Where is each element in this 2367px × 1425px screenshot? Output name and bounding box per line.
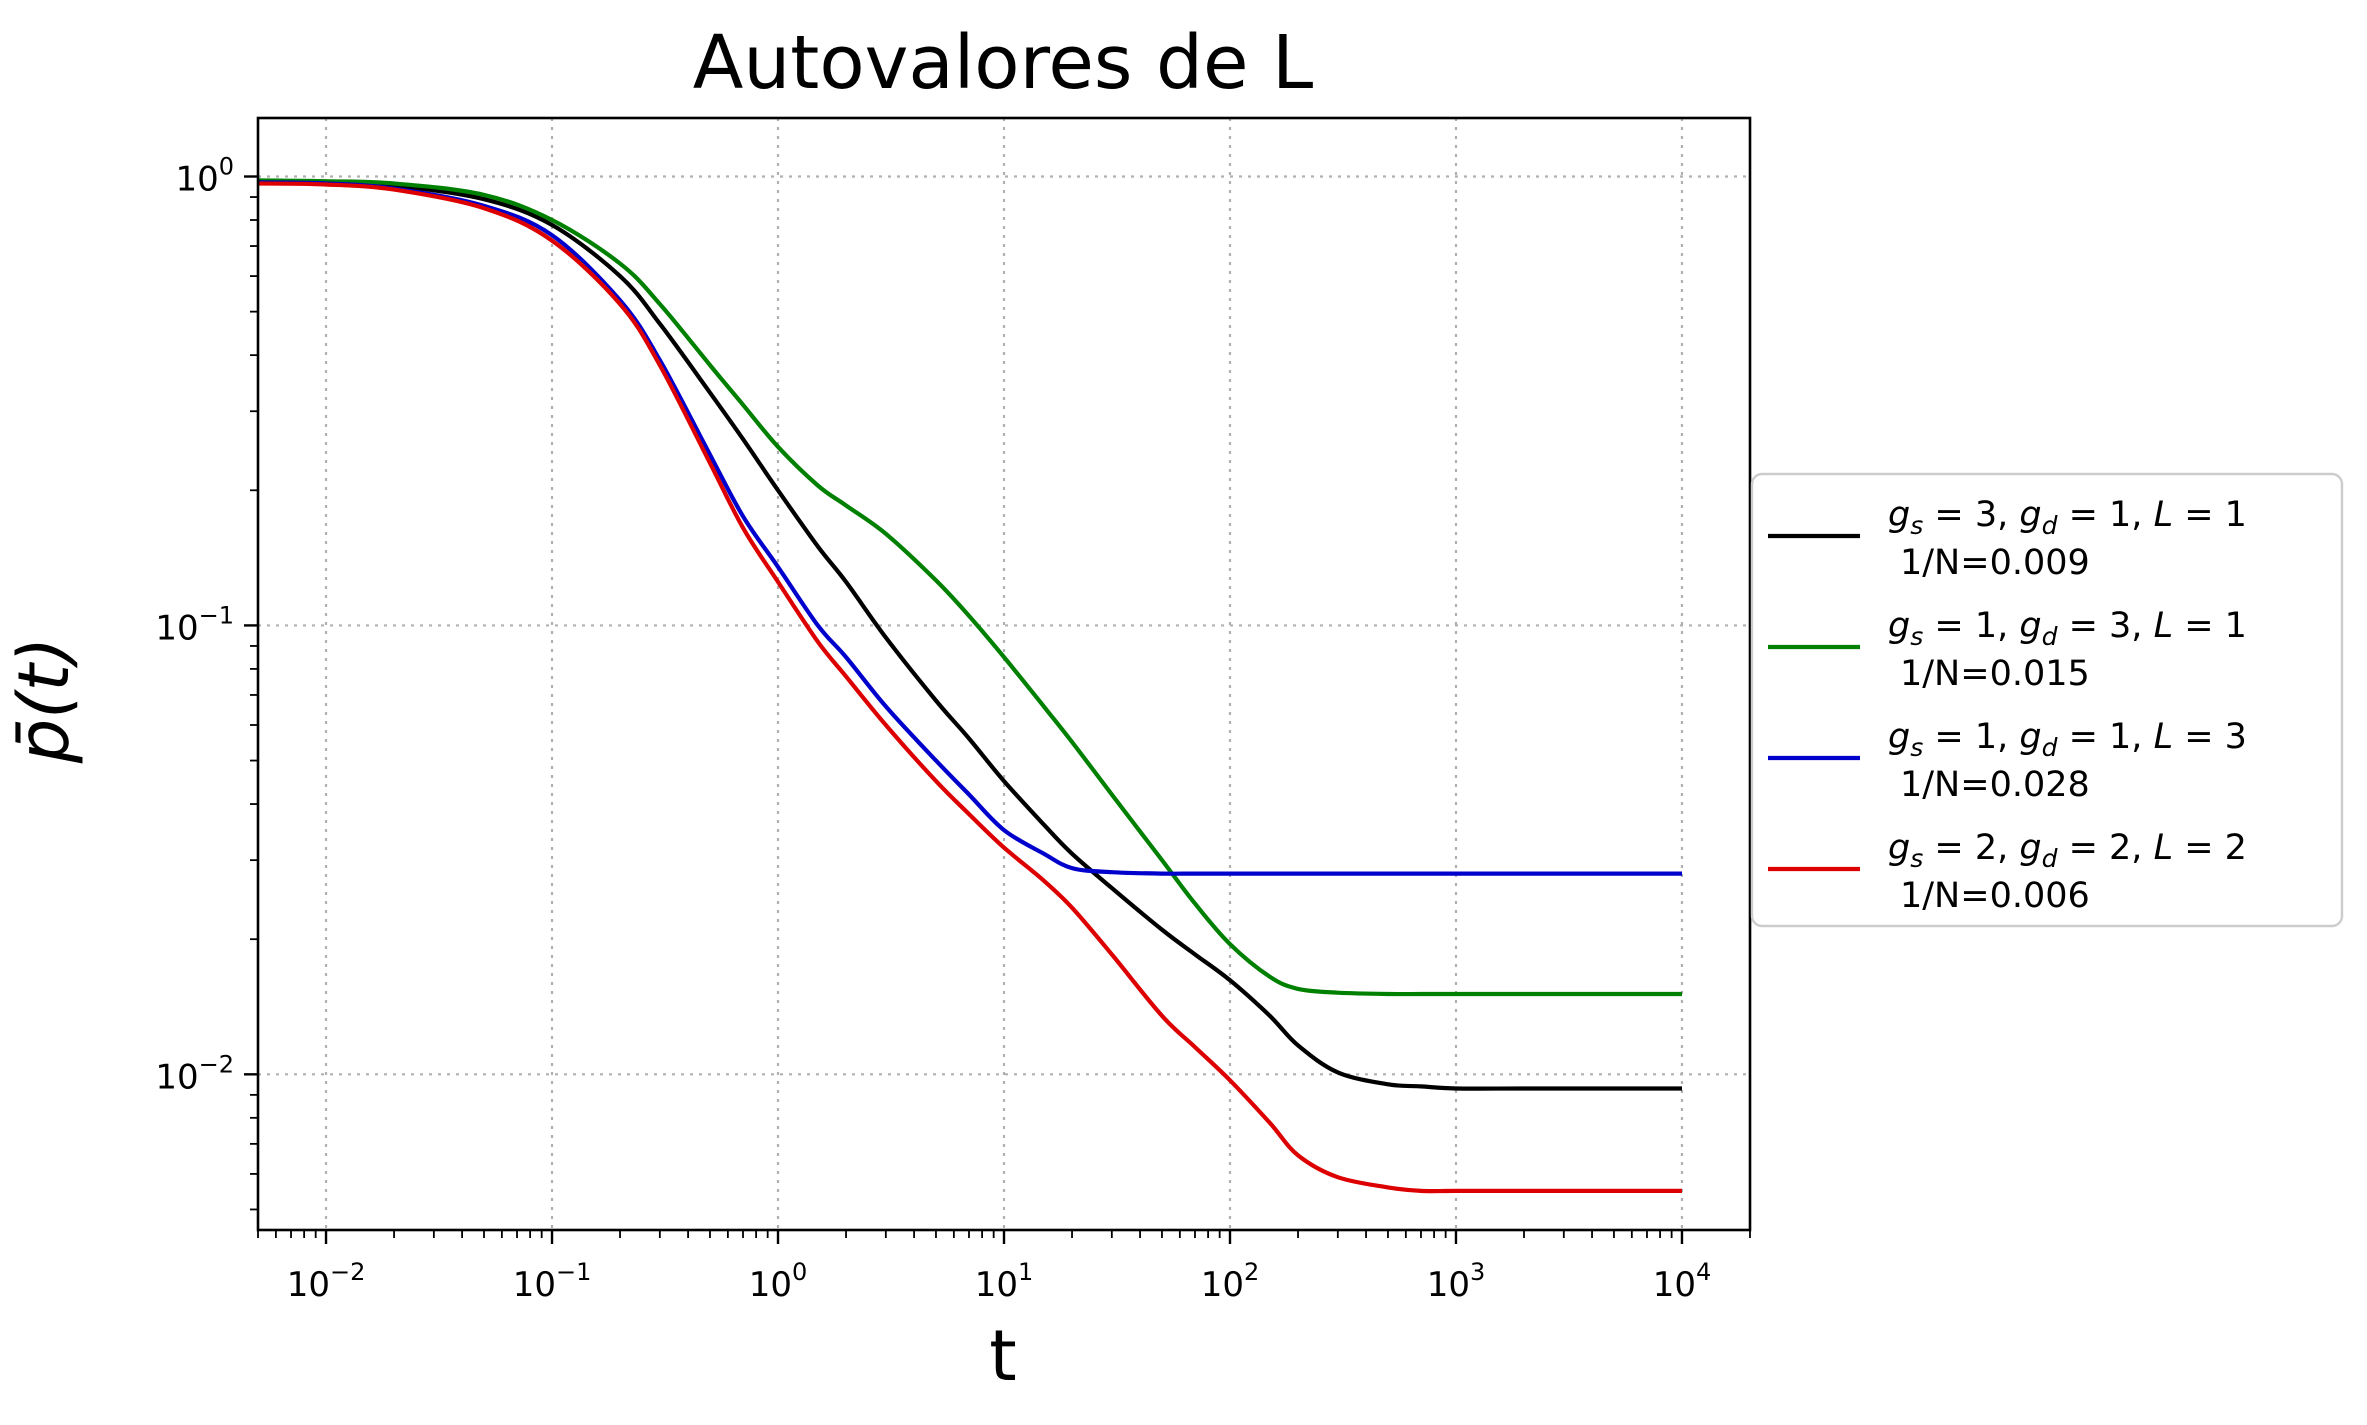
y-tick-label-2: 100 <box>175 153 234 200</box>
series-line-1 <box>257 179 1682 1091</box>
legend-entry-3-n: 1/N=0.028 <box>1900 765 2090 805</box>
series-layer <box>257 178 1683 1194</box>
y-axis: 10−2 10−1 100 <box>155 153 258 1211</box>
y-tick-label-0: 10−2 <box>155 1050 234 1097</box>
chart-title: Autovalores de L <box>693 20 1313 106</box>
y-axis-label: p̄(t) <box>3 637 85 765</box>
x-tick-label-2: 100 <box>749 1258 808 1305</box>
legend-entry-3: gs = 1, gd = 1, L = 3 <box>1888 717 2247 762</box>
x-axis: 10−2 10−1 100 101 102 103 104 <box>257 1230 1751 1305</box>
legend-entry-2: gs = 1, gd = 3, L = 1 <box>1888 606 2247 651</box>
x-tick-label-6: 104 <box>1653 1258 1712 1305</box>
x-tick-label-5: 103 <box>1427 1258 1486 1305</box>
legend-entry-4-n: 1/N=0.006 <box>1900 876 2090 916</box>
series-line-3 <box>257 180 1682 876</box>
legend: gs = 3, gd = 1, L = 11/N=0.009 gs = 1, gd… <box>1750 472 2344 928</box>
series-line-2 <box>257 178 1683 997</box>
x-tick-label-0: 10−2 <box>287 1258 366 1305</box>
x-axis-label: t <box>989 1315 1016 1397</box>
x-tick-label-1: 10−1 <box>513 1258 592 1305</box>
legend-entry-4: gs = 2, gd = 2, L = 2 <box>1888 828 2247 873</box>
y-tick-label-1: 10−1 <box>155 601 234 648</box>
legend-entry-1: gs = 3, gd = 1, L = 1 <box>1888 495 2247 540</box>
legend-box <box>1750 472 2344 928</box>
legend-entry-2-n: 1/N=0.015 <box>1900 654 2090 694</box>
x-tick-label-3: 101 <box>975 1258 1034 1305</box>
grid <box>258 118 1750 1230</box>
x-tick-label-4: 102 <box>1201 1258 1260 1305</box>
legend-entry-1-n: 1/N=0.009 <box>1900 543 2090 583</box>
series-line-4 <box>257 181 1682 1194</box>
